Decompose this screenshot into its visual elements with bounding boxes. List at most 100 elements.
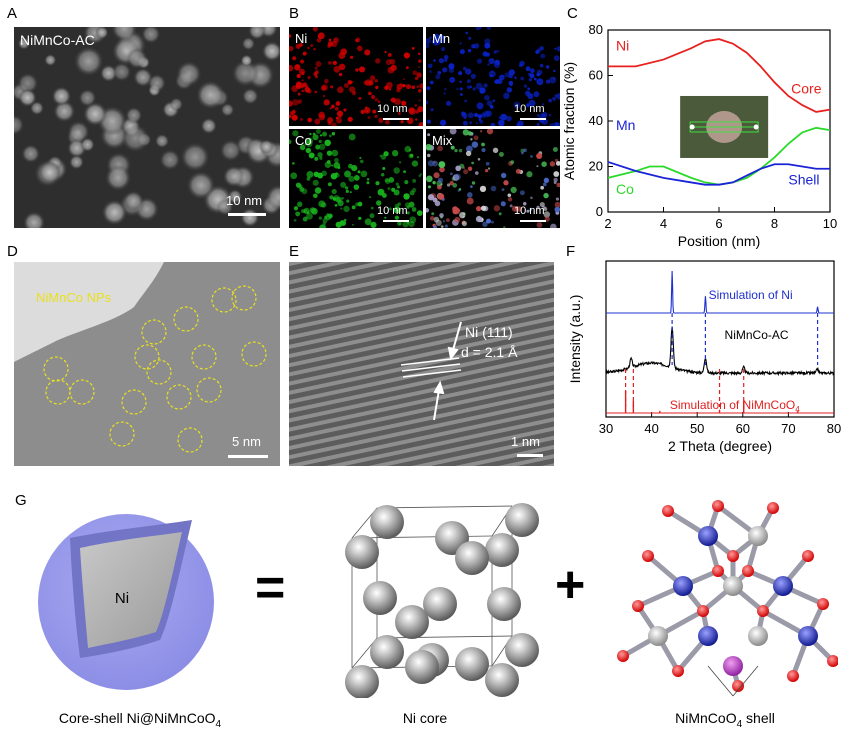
x-tick-label: 40 [644,421,658,436]
scale-bar [383,220,409,222]
series-line-mn [607,161,830,186]
xrd-chart: 30 40 50 60 70 80 2 Theta (degree) Intensity (a… [567,260,841,454]
ni-atom [485,663,519,697]
eds-label: Ni [295,31,308,46]
oxygen-atom [742,565,754,577]
metal-atom [723,656,743,676]
xrd-trace [606,270,834,314]
oxygen-atom [632,600,644,612]
series-label-ni: Ni [616,37,629,53]
scale-text: 10 nm [377,103,408,115]
caption-ni-core: Ni core [402,710,448,726]
oxygen-atom [802,550,814,562]
x-axis-label: Position (nm) [678,233,760,249]
eds-map-mix: Mix 10 nm [426,129,560,228]
series-label: Simulation of NiMnCoO4 [670,398,800,414]
scale-bar-d [228,455,268,458]
series-line-ni [608,38,831,113]
annotation-shell: Shell [788,172,819,188]
panel-letter-f: F [566,243,576,260]
scale-text: 10 nm [514,205,545,217]
ni-atom [455,541,489,575]
oxygen-atom [712,500,724,512]
scale-bar [520,118,546,120]
oxygen-atom [767,502,779,514]
d-spacing-label: d = 2.1 Å [461,344,518,360]
core-shell-schematic: Ni [38,514,214,690]
eds-label: Mix [432,133,453,148]
x-tick-label: 60 [736,421,750,436]
ni-atom [487,587,521,621]
oxygen-atom [732,680,744,692]
x-tick-label: 4 [660,216,667,231]
atomic-fraction-chart: 2 4 6 8 10 0 20 40 60 80 Position (nm) Atomic fract… [562,22,837,249]
metal-atom [773,576,793,596]
ni-atom [345,535,379,569]
ni-atom [405,650,439,684]
metal-atom [748,526,768,546]
x-axis-label: 2 Theta (degree) [668,438,772,454]
scale-text-a: 10 nm [226,193,263,208]
x-tick-label: 10 [823,216,837,231]
xrd-trace [605,326,835,377]
x-tick-label: 6 [715,216,722,231]
stem-texture [14,27,280,228]
y-tick-label: 40 [589,113,603,128]
metal-atom [798,626,818,646]
line-scan-inset [680,95,769,158]
y-tick-label: 80 [589,22,603,37]
panel-letter-a: A [7,5,18,22]
oxygen-atom [727,550,739,562]
ni-atom [505,633,539,667]
panel-letter-b: B [289,5,300,22]
x-tick-label: 70 [781,421,795,436]
y-axis-label: Atomic fraction (%) [562,62,577,180]
x-tick-label: 8 [771,216,778,231]
eds-label: Co [295,133,312,148]
oxygen-atom [827,655,838,667]
ni-atom [423,587,457,621]
sample-label-d: NiMnCo NPs [36,290,112,305]
ni-atom [370,505,404,539]
scale-text: 10 nm [514,103,545,115]
ni-core-lattice [345,503,539,698]
panel-letter-g: G [15,492,27,509]
oxygen-atom [817,598,829,610]
scale-bar-a [228,213,266,216]
y-axis-label: Intensity (a.u.) [567,295,583,384]
eds-label: Mn [432,31,451,46]
metal-atom [698,626,718,646]
series-label-mn: Mn [616,117,635,133]
scale-text: 10 nm [377,205,408,217]
lattice-fringes [289,262,554,466]
panel-letter-e: E [289,243,300,260]
ni-atom [395,605,429,639]
hrtem-image-e: Ni (111) d = 2.1 Å 1 nm [289,262,554,466]
ni-atom [485,533,519,567]
y-tick-label: 0 [596,204,603,219]
stem-image-a: NiMnCo-AC 10 nm [14,27,280,228]
oxygen-atom [712,565,724,577]
oxygen-atom [672,665,684,677]
metal-atom [698,526,718,546]
series-label-co: Co [616,181,634,197]
oxygen-atom [697,605,709,617]
lattice-lines [400,357,462,378]
eds-map-ni: Ni 10 nm [289,27,423,126]
y-tick-label: 60 [589,68,603,83]
ni-atom [345,665,379,698]
caption-shell: NiMnCoO4 shell [675,710,775,730]
metal-atom [648,626,668,646]
tem-image-d: NiMnCo NPs 5 nm [14,262,280,466]
x-tick-label: 30 [599,421,613,436]
oxygen-atom [757,605,769,617]
oxygen-atom [642,550,654,562]
ni-atom [370,635,404,669]
plane-label: Ni (111) [465,324,513,340]
eds-map-co: Co 10 nm [289,129,423,228]
eds-map-mn: Mn 10 nm [426,27,560,126]
panel-letter-c: C [567,5,578,22]
x-tick-label: 80 [827,421,841,436]
x-tick-label: 2 [604,216,611,231]
oxygen-atom [787,670,799,682]
